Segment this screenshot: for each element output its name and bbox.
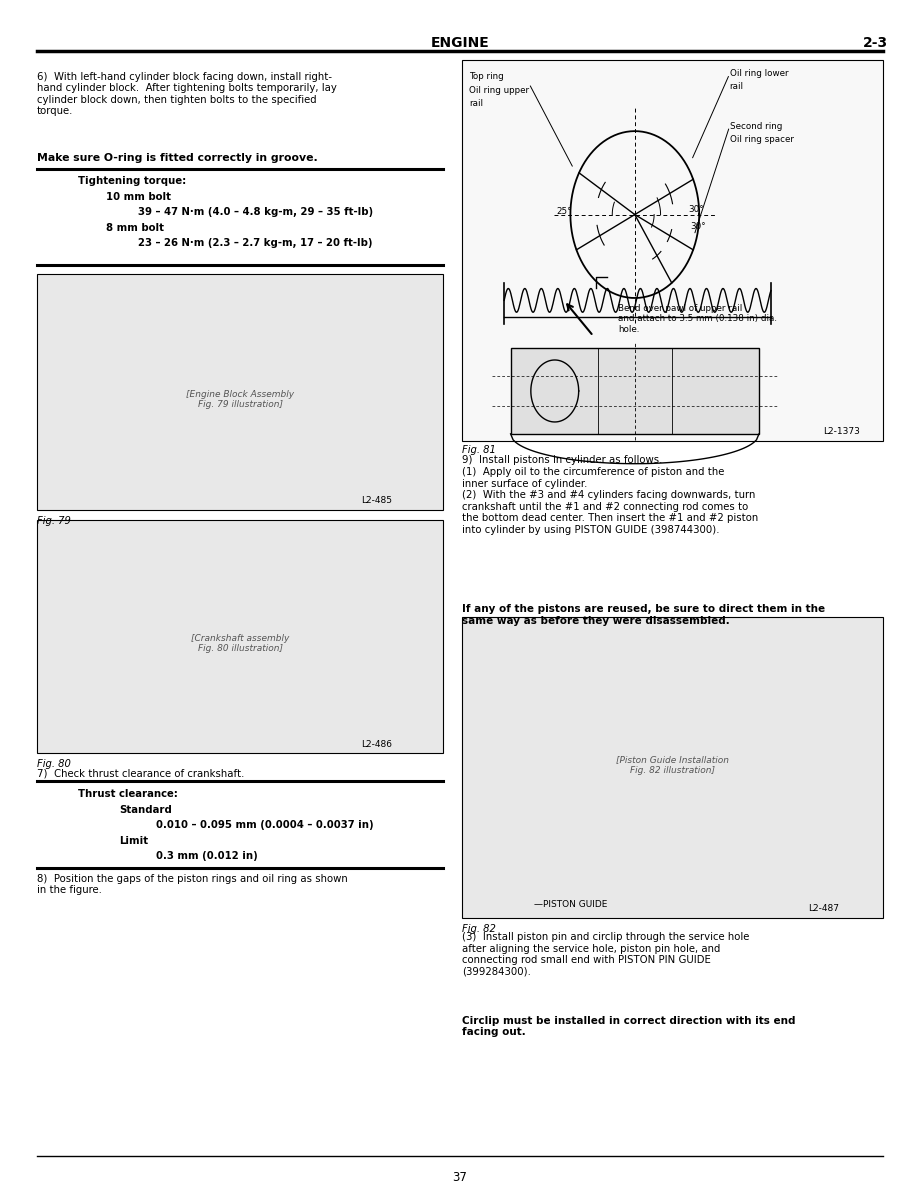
Text: L2-1373: L2-1373 — [823, 427, 859, 436]
Text: Top ring: Top ring — [469, 72, 504, 81]
Text: Oil ring lower: Oil ring lower — [729, 69, 788, 79]
Text: Make sure O-ring is fitted correctly in groove.: Make sure O-ring is fitted correctly in … — [37, 153, 317, 162]
Text: Oil ring upper: Oil ring upper — [469, 86, 528, 95]
Text: 7)  Check thrust clearance of crankshaft.: 7) Check thrust clearance of crankshaft. — [37, 769, 244, 778]
Bar — [461, 60, 882, 441]
Text: rail: rail — [729, 82, 743, 92]
Bar — [37, 520, 443, 753]
Text: 30°: 30° — [689, 222, 705, 231]
Text: 2-3: 2-3 — [862, 36, 887, 50]
Text: 37: 37 — [452, 1171, 467, 1184]
Text: (3)  Install piston pin and circlip through the service hole
after aligning the : (3) Install piston pin and circlip throu… — [461, 932, 748, 977]
Text: Tightening torque:: Tightening torque: — [78, 176, 187, 186]
Text: Bend over pawl of upper rail
and attach to 3.5 mm (0.138 in) dia.
hole.: Bend over pawl of upper rail and attach … — [618, 304, 777, 334]
Text: 30°: 30° — [687, 205, 703, 215]
Bar — [510, 348, 758, 434]
Text: 8 mm bolt: 8 mm bolt — [106, 223, 164, 232]
Text: [Crankshaft assembly
Fig. 80 illustration]: [Crankshaft assembly Fig. 80 illustratio… — [191, 634, 289, 653]
Text: Fig. 82: Fig. 82 — [461, 924, 495, 933]
Text: Fig. 79: Fig. 79 — [37, 516, 71, 526]
Text: [Engine Block Assembly
Fig. 79 illustration]: [Engine Block Assembly Fig. 79 illustrat… — [186, 390, 294, 409]
Text: [Piston Guide Installation
Fig. 82 illustration]: [Piston Guide Installation Fig. 82 illus… — [616, 756, 728, 775]
Text: Thrust clearance:: Thrust clearance: — [78, 789, 178, 799]
Text: Fig. 81: Fig. 81 — [461, 445, 495, 454]
Text: Fig. 80: Fig. 80 — [37, 759, 71, 769]
Text: If any of the pistons are reused, be sure to direct them in the
same way as befo: If any of the pistons are reused, be sur… — [461, 604, 824, 626]
Text: 6)  With left-hand cylinder block facing down, install right-
hand cylinder bloc: 6) With left-hand cylinder block facing … — [37, 72, 336, 117]
Text: 25°: 25° — [556, 207, 572, 217]
Bar — [37, 274, 443, 510]
Text: L2-487: L2-487 — [807, 904, 838, 913]
Text: rail: rail — [469, 99, 482, 108]
Text: 10 mm bolt: 10 mm bolt — [106, 192, 171, 201]
Text: —PISTON GUIDE: —PISTON GUIDE — [533, 900, 607, 909]
Text: L2-486: L2-486 — [360, 739, 391, 749]
Text: Circlip must be installed in correct direction with its end
facing out.: Circlip must be installed in correct dir… — [461, 1016, 794, 1037]
Text: L2-485: L2-485 — [360, 496, 391, 505]
Text: 8)  Position the gaps of the piston rings and oil ring as shown
in the figure.: 8) Position the gaps of the piston rings… — [37, 874, 347, 895]
Text: Oil ring spacer: Oil ring spacer — [729, 135, 793, 144]
Text: Limit: Limit — [119, 836, 149, 845]
Text: Second ring: Second ring — [729, 122, 781, 131]
Text: 0.010 – 0.095 mm (0.0004 – 0.0037 in): 0.010 – 0.095 mm (0.0004 – 0.0037 in) — [156, 820, 374, 830]
Bar — [461, 617, 882, 918]
Text: 23 – 26 N·m (2.3 – 2.7 kg-m, 17 – 20 ft-lb): 23 – 26 N·m (2.3 – 2.7 kg-m, 17 – 20 ft-… — [138, 238, 372, 248]
Text: Standard: Standard — [119, 805, 172, 814]
Text: 39 – 47 N·m (4.0 – 4.8 kg-m, 29 – 35 ft-lb): 39 – 47 N·m (4.0 – 4.8 kg-m, 29 – 35 ft-… — [138, 207, 373, 217]
Text: 9)  Install pistons in cylinder as follows.
(1)  Apply oil to the circumference : 9) Install pistons in cylinder as follow… — [461, 455, 757, 535]
Text: ENGINE: ENGINE — [430, 36, 489, 50]
Text: 0.3 mm (0.012 in): 0.3 mm (0.012 in) — [156, 851, 258, 861]
